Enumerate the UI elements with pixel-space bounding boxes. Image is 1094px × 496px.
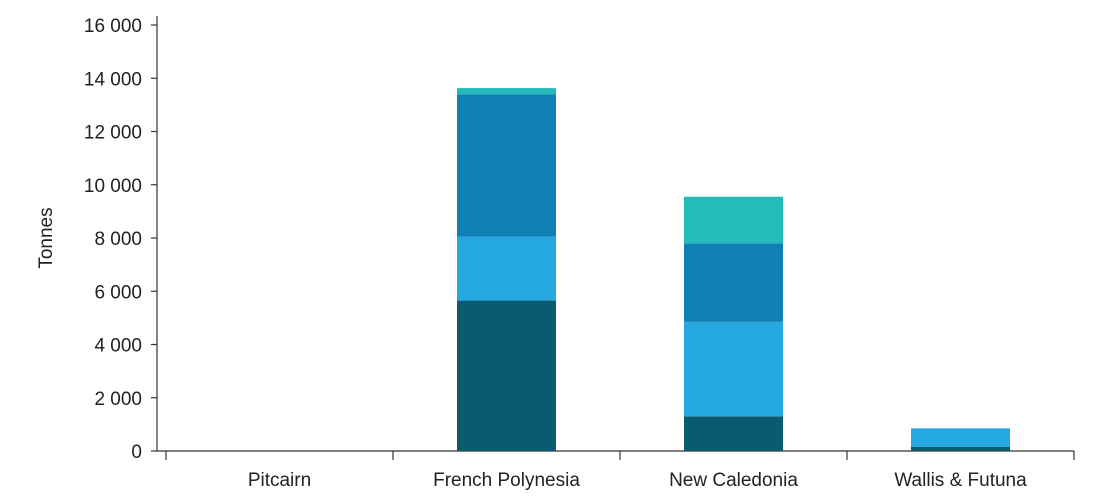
bar-segment-new-caledonia-4 xyxy=(684,196,783,244)
y-tick-label: 16 000 xyxy=(84,16,142,37)
bar-segment-new-caledonia-2 xyxy=(684,321,783,417)
bar-segment-french-polynesia-1 xyxy=(457,300,556,451)
x-tick-label: Wallis & Futuna xyxy=(894,470,1027,491)
x-axis: Pitcairn French Polynesia New Caledonia Wal… xyxy=(157,450,1075,491)
y-axis-title: Tonnes xyxy=(36,207,57,268)
y-tick-label: 12 000 xyxy=(84,123,142,144)
x-tick-label: New Caledonia xyxy=(669,470,798,491)
y-tick-label: 6 000 xyxy=(94,282,142,303)
bar-segment-wallis-futuna-1 xyxy=(911,447,1010,451)
x-tick-label: French Polynesia xyxy=(433,470,580,491)
bar-segment-new-caledonia-3 xyxy=(684,243,783,322)
bar-segment-french-polynesia-2 xyxy=(457,236,556,301)
y-tick-label: 2 000 xyxy=(94,389,142,410)
y-tick-label: 10 000 xyxy=(84,176,142,197)
y-axis: 0 2 000 4 000 6 000 8 000 10 000 12 000 14 000 1… xyxy=(84,16,158,463)
y-tick-label: 8 000 xyxy=(94,229,142,250)
bar-segment-new-caledonia-1 xyxy=(684,416,783,451)
bars xyxy=(457,88,1010,451)
y-tick-label: 4 000 xyxy=(94,336,142,357)
bar-segment-french-polynesia-3 xyxy=(457,94,556,237)
y-tick-label: 14 000 xyxy=(84,69,142,90)
bar-segment-french-polynesia-4 xyxy=(457,88,556,95)
bar-segment-wallis-futuna-2 xyxy=(911,428,1010,448)
y-tick-label: 0 xyxy=(131,442,142,463)
x-tick-label: Pitcairn xyxy=(248,470,311,491)
